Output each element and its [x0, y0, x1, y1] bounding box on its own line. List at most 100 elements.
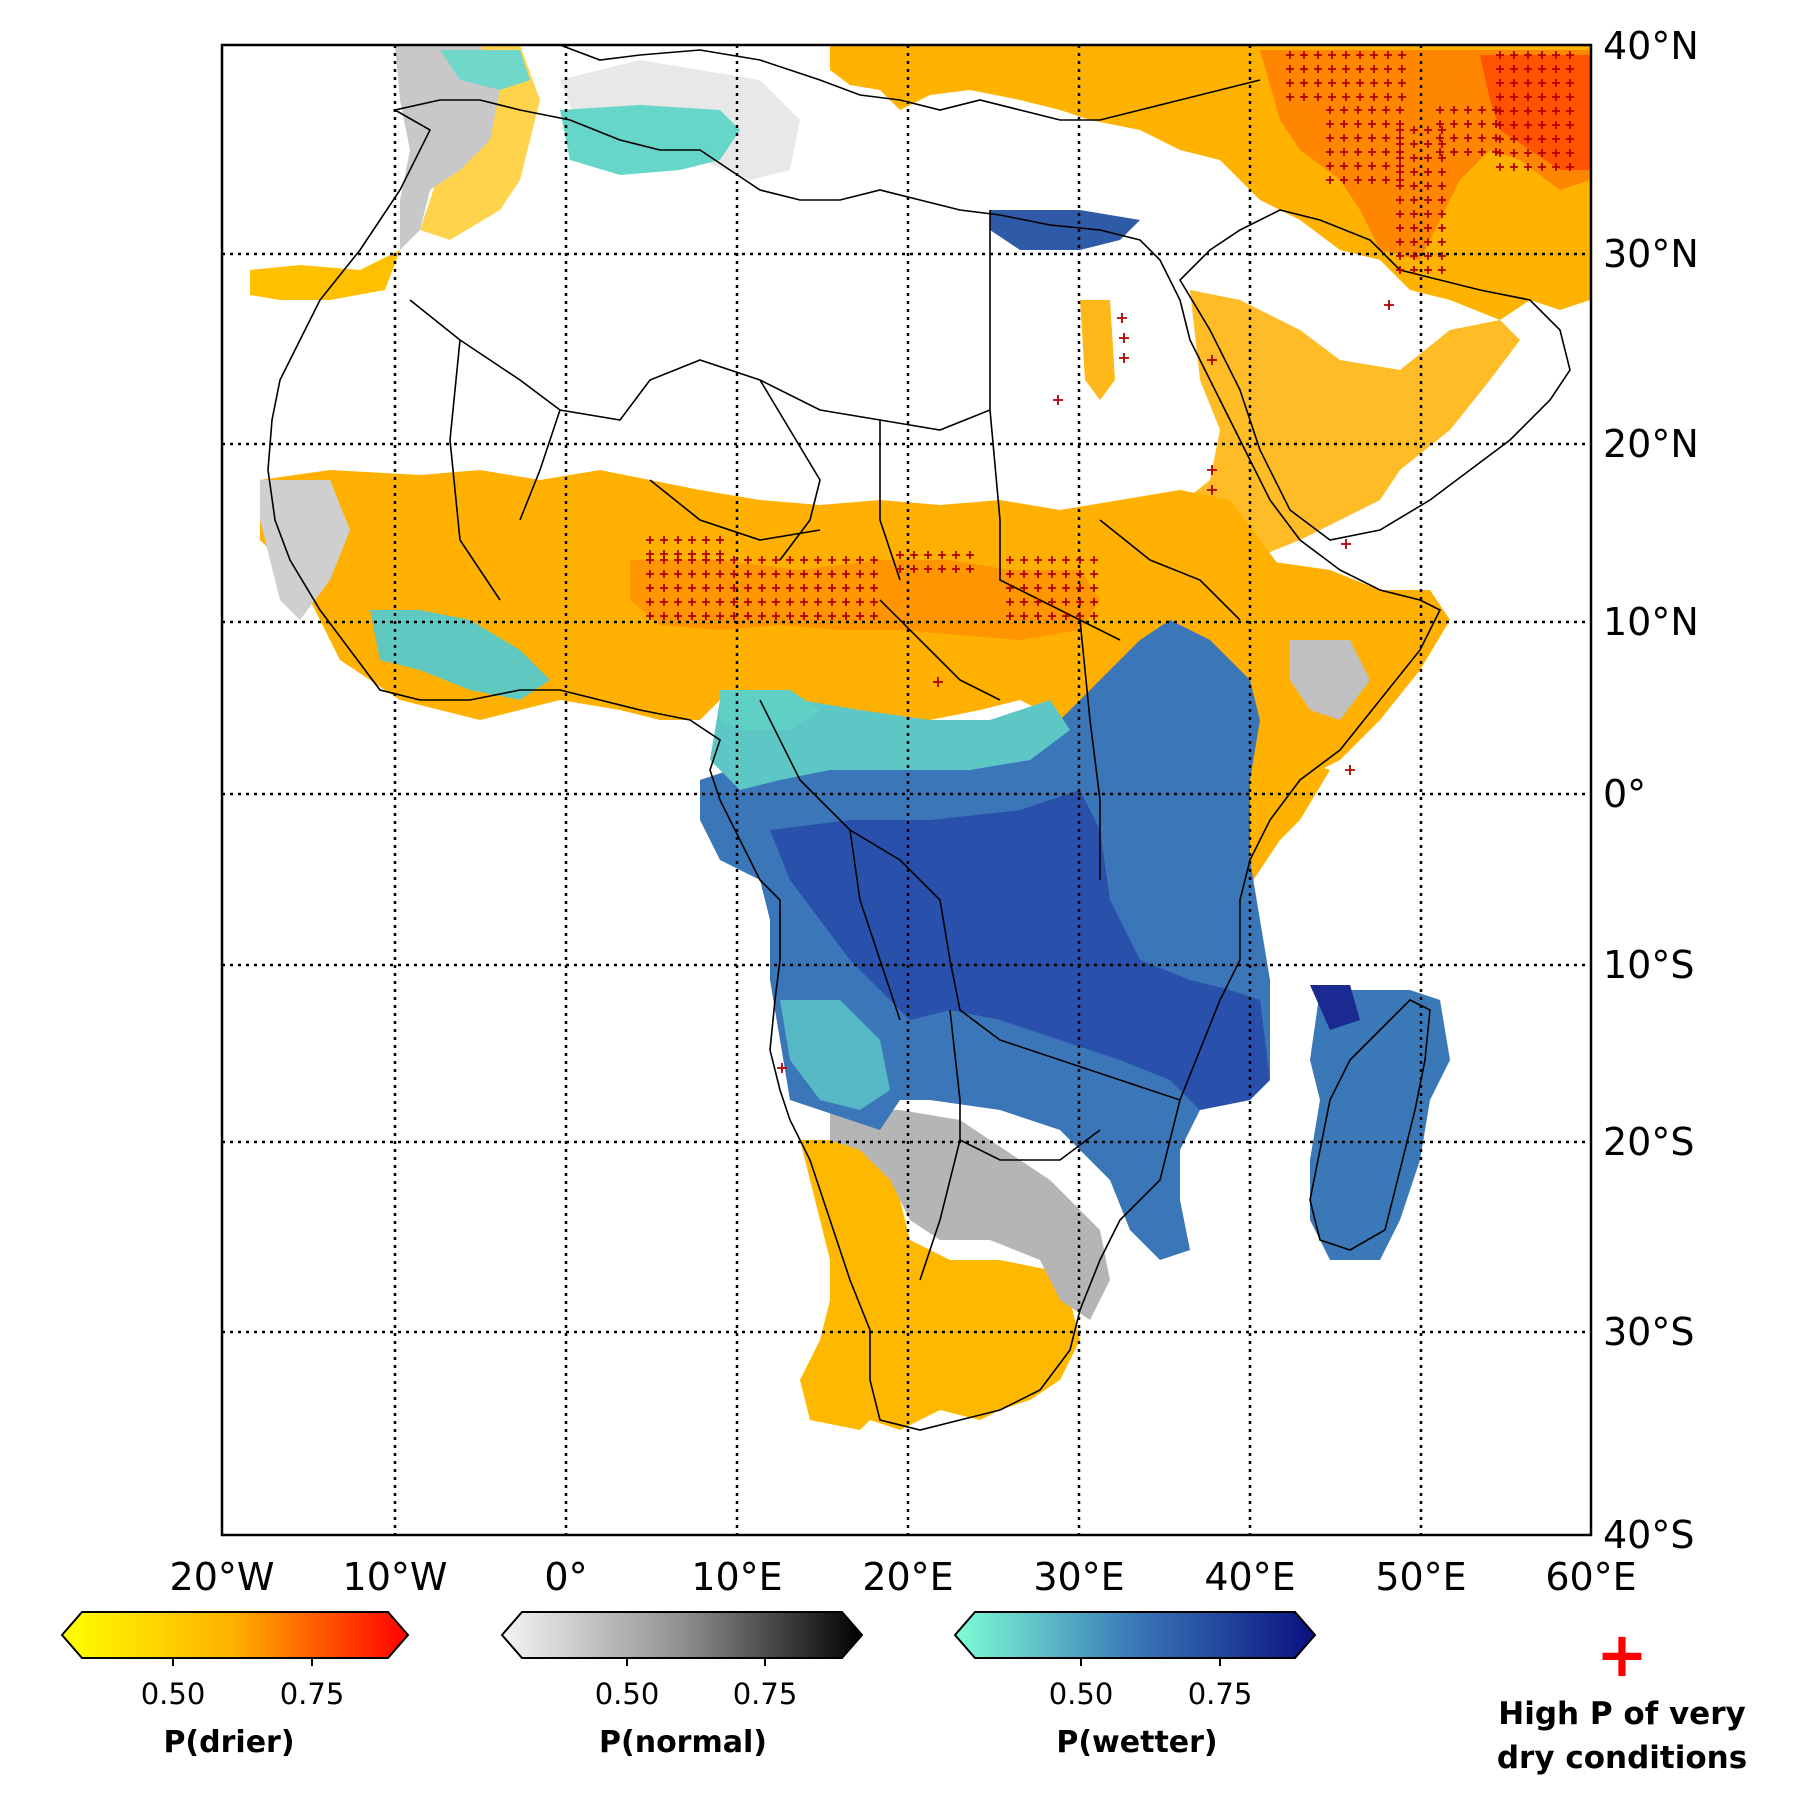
- very-dry-marker: [1552, 121, 1560, 129]
- very-dry-marker: [758, 598, 766, 606]
- wetter-algeria-coast: [560, 105, 740, 175]
- very-dry-marker: [674, 584, 682, 592]
- very-dry-marker: [1384, 93, 1392, 101]
- wetter-regions: [370, 50, 1450, 1260]
- very-dry-marker: [1398, 93, 1406, 101]
- very-dry-marker: [1398, 79, 1406, 87]
- very-dry-marker: [828, 584, 836, 592]
- lon-label-20e: 20°E: [862, 1555, 953, 1599]
- very-dry-marker: [1566, 107, 1574, 115]
- very-dry-marker: [1538, 79, 1546, 87]
- europe-coastline: [559, 45, 1261, 121]
- very-dry-marker: [1326, 106, 1334, 114]
- very-dry-marker: [1396, 224, 1404, 232]
- very-dry-marker: [1410, 196, 1418, 204]
- very-dry-marker: [674, 536, 682, 544]
- very-dry-marker: [1326, 162, 1334, 170]
- very-dry-marker: [1438, 168, 1446, 176]
- lon-label-40e: 40°E: [1204, 1555, 1295, 1599]
- very-dry-marker: [1207, 485, 1217, 495]
- very-dry-marker: [1034, 598, 1042, 606]
- very-dry-marker: [1478, 148, 1486, 156]
- very-dry-marker: [938, 551, 946, 559]
- very-dry-marker: [1410, 238, 1418, 246]
- very-dry-marker: [1424, 210, 1432, 218]
- very-dry-marker: [1396, 252, 1404, 260]
- very-dry-marker: [1496, 79, 1504, 87]
- very-dry-marker: [1328, 65, 1336, 73]
- colorbar-wetter: [953, 1611, 1317, 1659]
- normal-horn-patch: [1290, 640, 1370, 720]
- very-dry-marker: [1076, 556, 1084, 564]
- very-dry-marker: [1566, 65, 1574, 73]
- internal-borders: [409, 210, 1241, 1281]
- very-dry-marker: [924, 565, 932, 573]
- very-dry-marker: [744, 570, 752, 578]
- very-dry-marker: [1076, 612, 1084, 620]
- very-dry-marker: [1090, 612, 1098, 620]
- very-dry-marker: [772, 612, 780, 620]
- very-dry-marker: [1496, 135, 1504, 143]
- lon-label-10e: 10°E: [691, 1555, 782, 1599]
- very-dry-marker: [1424, 238, 1432, 246]
- lat-label-30n: 30°N: [1603, 232, 1699, 276]
- very-dry-marker: [800, 584, 808, 592]
- very-dry-marker: [674, 570, 682, 578]
- normal-title: P(normal): [599, 1725, 767, 1760]
- very-dry-marker: [772, 598, 780, 606]
- very-dry-marker: [1538, 107, 1546, 115]
- very-dry-marker: [744, 612, 752, 620]
- wetter-morocco-coast: [440, 50, 530, 90]
- very-dry-marker: [1342, 93, 1350, 101]
- very-dry-marker: [1424, 196, 1432, 204]
- wetter-central-dark: [770, 790, 1270, 1110]
- wetter-tick-075: 0.75: [1188, 1677, 1253, 1711]
- very-dry-marker: [730, 598, 738, 606]
- very-dry-marker: [1552, 135, 1560, 143]
- very-dry-marker: [1424, 252, 1432, 260]
- very-dry-marker: [1566, 51, 1574, 59]
- very-dry-marker: [1340, 176, 1348, 184]
- very-dry-marker: [856, 598, 864, 606]
- very-dry-marker: [646, 556, 654, 564]
- very-dry-marker: [716, 612, 724, 620]
- very-dry-marker: [1314, 93, 1322, 101]
- very-dry-marker: [1368, 106, 1376, 114]
- very-dry-marker: [1034, 556, 1042, 564]
- very-dry-marker: [1382, 134, 1390, 142]
- very-dry-marker: [1478, 106, 1486, 114]
- very-dry-marker: [1314, 79, 1322, 87]
- very-dry-marker: [1496, 121, 1504, 129]
- very-dry-marker: [1396, 266, 1404, 274]
- wetter-madagascar-north: [1310, 985, 1360, 1030]
- very-dry-marker: [1538, 121, 1546, 129]
- very-dry-marker: [1053, 395, 1063, 405]
- longitude-labels: 20°W 10°W 0° 10°E 20°E 30°E 40°E 50°E 60…: [170, 1555, 1637, 1599]
- very-dry-marker: [1552, 149, 1560, 157]
- very-dry-marker: [1396, 168, 1404, 176]
- colorbar-normal: [500, 1611, 864, 1659]
- very-dry-marker: [1384, 51, 1392, 59]
- very-dry-marker: [842, 598, 850, 606]
- very-dry-marker: [1566, 135, 1574, 143]
- lat-label-20s: 20°S: [1603, 1120, 1694, 1164]
- very-dry-marker: [1424, 140, 1432, 148]
- very-dry-marker: [1492, 106, 1500, 114]
- very-dry-marker: [646, 584, 654, 592]
- very-dry-marker: [674, 612, 682, 620]
- very-dry-marker: [814, 556, 822, 564]
- very-dry-marker: [1370, 65, 1378, 73]
- very-dry-marker: [1119, 333, 1129, 343]
- very-dry-marker: [1326, 176, 1334, 184]
- lon-label-30e: 30°E: [1033, 1555, 1124, 1599]
- very-dry-marker: [842, 612, 850, 620]
- normal-tick-050: 0.50: [595, 1677, 660, 1711]
- very-dry-marker: [856, 584, 864, 592]
- very-dry-marker: [1566, 93, 1574, 101]
- drier-tick-075: 0.75: [280, 1677, 345, 1711]
- very-dry-marker: [1396, 196, 1404, 204]
- very-dry-marker: [1464, 106, 1472, 114]
- very-dry-marker: [716, 556, 724, 564]
- legend-very-dry: + High P of very dry conditions: [1497, 1618, 1747, 1776]
- very-dry-marker: [1450, 134, 1458, 142]
